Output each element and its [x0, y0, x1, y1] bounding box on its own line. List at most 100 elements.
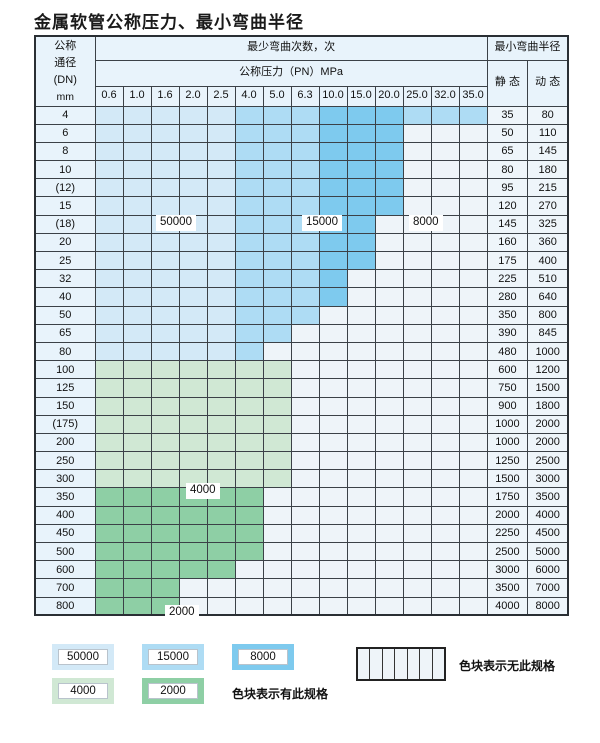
grid-cell	[206, 596, 236, 617]
grid-cell	[262, 469, 292, 489]
grid-cell	[206, 305, 236, 325]
legend-no-spec-seg	[395, 649, 408, 679]
grid-cell	[346, 269, 376, 289]
legend-no-spec-seg	[383, 649, 396, 679]
grid-cell	[458, 232, 488, 253]
grid-cell	[234, 360, 264, 380]
grid-cell	[402, 451, 432, 471]
row-static-radius: 750	[486, 378, 529, 398]
grid-cell	[430, 469, 460, 489]
grid-cell	[234, 123, 264, 143]
grid-cell	[458, 141, 488, 162]
row-dynamic-radius: 640	[527, 287, 570, 307]
grid-cell	[262, 323, 292, 343]
grid-cell	[94, 269, 124, 289]
grid-cell	[346, 487, 376, 507]
legend-no-spec-seg	[408, 649, 421, 679]
grid-cell	[262, 432, 292, 453]
grid-cell	[234, 541, 264, 562]
grid-cell	[402, 323, 432, 343]
row-dynamic-radius: 180	[527, 160, 570, 180]
grid-cell	[94, 541, 124, 562]
grid-cell	[430, 232, 460, 253]
table-row: 250 1250 2500	[34, 451, 570, 471]
grid-cell	[346, 396, 376, 416]
grid-cell	[318, 305, 348, 325]
header-min-radius: 最小弯曲半径	[486, 35, 570, 61]
row-static-radius: 1750	[486, 487, 529, 507]
header-row-2: 公称压力（PN）MPa 静 态 动 态	[35, 59, 570, 107]
grid-cell	[458, 214, 488, 234]
row-static-radius: 50	[486, 123, 529, 143]
grid-cell	[178, 414, 208, 434]
grid-cell	[234, 232, 264, 253]
grid-cell	[122, 560, 152, 580]
grid-cell	[346, 323, 376, 343]
row-dn-label: 40	[34, 287, 96, 307]
grid-cell	[346, 578, 376, 598]
grid-cell	[262, 541, 292, 562]
grid-cell	[346, 378, 376, 398]
table-row: 50 350 800	[34, 305, 570, 325]
grid-cell	[206, 396, 236, 416]
row-dn-label: 65	[34, 323, 96, 343]
row-dynamic-radius: 6000	[527, 560, 570, 580]
grid-cell	[458, 523, 488, 544]
grid-cell	[94, 378, 124, 398]
grid-cell	[206, 523, 236, 544]
grid-cell	[94, 487, 124, 507]
grid-cell	[122, 305, 152, 325]
grid-cell	[150, 578, 180, 598]
grid-cell	[402, 269, 432, 289]
grid-cell	[150, 432, 180, 453]
grid-cell	[234, 596, 264, 617]
grid-cell	[94, 323, 124, 343]
row-static-radius: 175	[486, 250, 529, 271]
grid-cell	[318, 269, 348, 289]
grid-cell	[122, 123, 152, 143]
legend-chip-label: 2000	[148, 683, 198, 699]
row-static-radius: 900	[486, 396, 529, 416]
grid-cell	[122, 505, 152, 525]
grid-cell	[122, 178, 152, 198]
spec-table-wrapper: 公称 通径 (DN) mm 最少弯曲次数，次 最小弯曲半径 公称压力（PN）MP…	[34, 35, 570, 621]
grid-cell	[290, 469, 320, 489]
row-dynamic-radius: 80	[527, 105, 570, 125]
grid-cell	[94, 160, 124, 180]
grid-cell	[262, 578, 292, 598]
row-dynamic-radius: 2500	[527, 451, 570, 471]
grid-cell	[94, 360, 124, 380]
legend-chip-8000: 8000	[232, 644, 294, 670]
grid-callout-50000: 50000	[156, 215, 196, 231]
grid-cell	[262, 451, 292, 471]
row-static-radius: 145	[486, 214, 529, 234]
grid-cell	[374, 505, 404, 525]
grid-cell	[430, 414, 460, 434]
grid-cell	[290, 141, 320, 162]
grid-cell	[346, 432, 376, 453]
grid-cell	[94, 523, 124, 544]
grid-cell	[150, 341, 180, 362]
grid-cell	[178, 196, 208, 216]
header-pressure-col-2.5: 2.5	[206, 85, 236, 107]
grid-cell	[430, 432, 460, 453]
grid-cell	[458, 250, 488, 271]
grid-cell	[290, 305, 320, 325]
header-pressure-title: 公称压力（PN）MPa	[94, 59, 488, 87]
table-row: 20 160 360	[34, 232, 570, 253]
grid-cell	[458, 505, 488, 525]
header-pressure-col-35.0: 35.0	[458, 85, 488, 107]
row-static-radius: 4000	[486, 596, 529, 617]
row-dynamic-radius: 400	[527, 250, 570, 271]
grid-cell	[374, 123, 404, 143]
table-row: 8 65 145	[34, 141, 570, 162]
row-dn-label: 350	[34, 487, 96, 507]
grid-cell	[458, 596, 488, 617]
grid-cell	[150, 105, 180, 125]
grid-cell	[346, 541, 376, 562]
grid-cell	[430, 141, 460, 162]
grid-cell	[94, 505, 124, 525]
grid-cell	[122, 196, 152, 216]
grid-cell	[318, 250, 348, 271]
grid-cell	[262, 305, 292, 325]
